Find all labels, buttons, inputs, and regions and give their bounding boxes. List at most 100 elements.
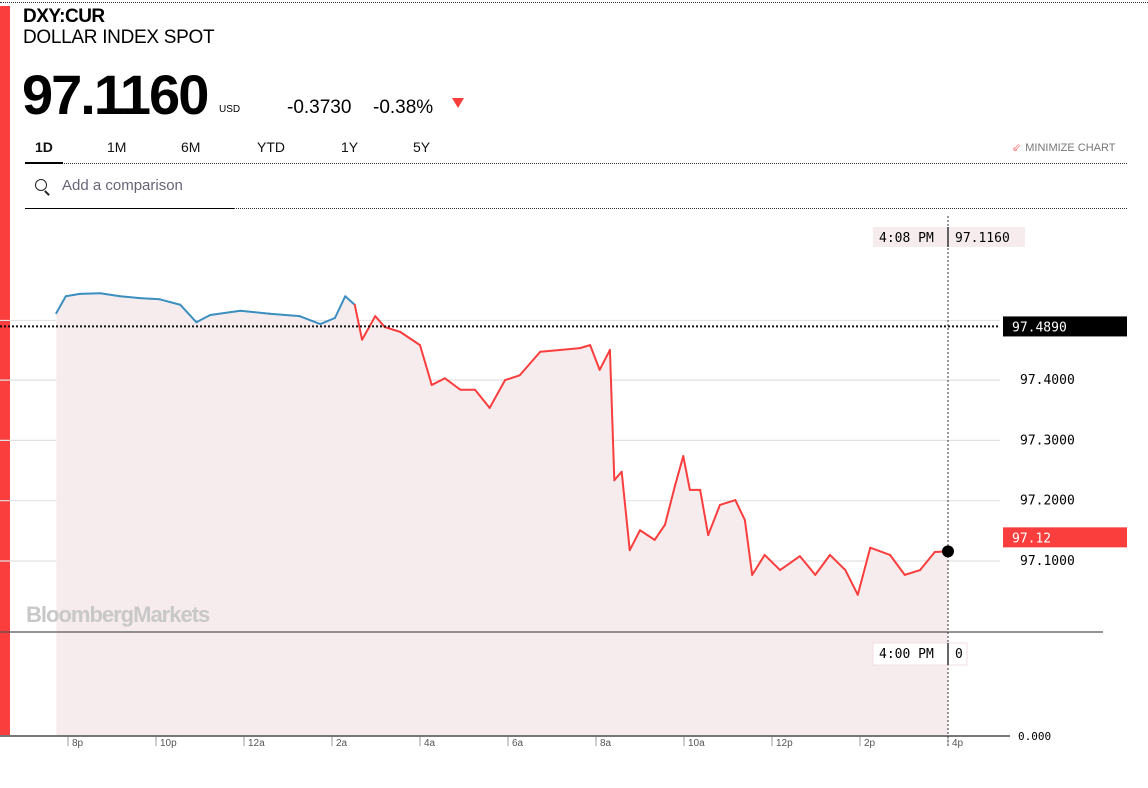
price-line-segment (613, 470, 623, 482)
x-tick-label: 12p (776, 738, 793, 749)
price-line-segment (628, 529, 641, 552)
x-tick-label: 4a (424, 738, 436, 749)
volume-crosshair-value: 0 (955, 647, 963, 662)
price-line-segment (779, 555, 801, 572)
accent-bar (0, 6, 10, 736)
search-divider (234, 208, 1127, 209)
price-line-segment (682, 455, 691, 491)
price-line-segment (443, 377, 462, 391)
x-tick-label: 8p (72, 738, 84, 749)
price-line-segment (903, 569, 922, 576)
x-tick-label: 2p (864, 738, 876, 749)
price-line-segment (743, 518, 754, 576)
last-value: 97.12 (1012, 531, 1051, 546)
price-line-segment (78, 292, 102, 295)
price-change: -0.3730 (287, 97, 352, 118)
price-line-segment (763, 553, 782, 572)
price-line-segment (578, 344, 592, 350)
minimize-icon: ⇙ (1012, 142, 1022, 154)
tab-1y[interactable]: 1Y (341, 139, 359, 155)
tab-6m[interactable]: 6M (181, 139, 201, 155)
crosshair-time: 4:08 PM (879, 231, 934, 246)
price-line-segment (474, 388, 491, 409)
minimize-chart-button[interactable]: ⇙ MINIMIZE CHART (1012, 141, 1115, 154)
top-divider (0, 2, 1148, 3)
active-tab-indicator (25, 162, 63, 164)
x-tick-label: 8a (600, 738, 612, 749)
x-tick-label: 12a (248, 738, 265, 749)
volume-crosshair-time: 4:00 PM (879, 647, 934, 662)
price-line-segment (889, 553, 906, 576)
price-line-segment (844, 569, 859, 596)
price-line-segment (361, 315, 377, 341)
y-tick-label: 97.2000 (1020, 494, 1075, 509)
last-value-badge (1003, 527, 1127, 548)
price: 97.1160 (22, 63, 209, 126)
price-line-segment (239, 309, 271, 315)
tab-1d[interactable]: 1D (35, 139, 53, 155)
price-line-segment (298, 315, 322, 326)
price-area-fill (56, 293, 949, 736)
crosshair-value: 97.1160 (955, 231, 1010, 246)
price-line-segment (798, 555, 817, 576)
x-tick-label: 10p (160, 738, 177, 749)
price-line-segment (344, 295, 356, 306)
tab-5y[interactable]: 5Y (413, 139, 431, 155)
price-line-segment (209, 309, 242, 316)
y-tick-label: 97.4000 (1020, 373, 1075, 388)
x-tick-label: 4p (952, 738, 964, 749)
y-tick-label: 97.3000 (1020, 433, 1075, 448)
last-point-marker (942, 545, 954, 558)
volume-axis-label: 0.000 (1018, 730, 1051, 743)
price-line-segment (319, 316, 336, 326)
comparison-input[interactable] (60, 176, 234, 195)
price-line-segment (598, 348, 611, 371)
y-tick-label: 97.1000 (1020, 554, 1075, 569)
price-line-segment (488, 379, 507, 409)
price-line-segment (707, 503, 721, 537)
comparison-search[interactable] (25, 170, 234, 209)
security-name: DOLLAR INDEX SPOT (23, 27, 215, 48)
price-line-segment (179, 303, 198, 324)
previous-close-value: 97.4890 (1012, 320, 1067, 335)
previous-close-badge (1003, 316, 1127, 337)
price-line-segment (64, 292, 81, 298)
currency: USD (219, 104, 241, 115)
watermark: BloombergMarkets (26, 602, 210, 627)
price-line-segment (856, 546, 872, 596)
x-tick-label: 10a (688, 738, 705, 749)
price-line-segment (919, 550, 936, 572)
price-line-segment (699, 488, 710, 537)
price-line-segment (589, 344, 601, 371)
ticker-symbol: DXY:CUR (23, 6, 105, 27)
price-change-percent: -0.38% (373, 97, 434, 118)
price-line-segment (639, 529, 656, 541)
price-line-segment (539, 348, 562, 353)
tab-ytd[interactable]: YTD (257, 139, 285, 155)
search-icon (35, 179, 47, 191)
price-line-segment (195, 313, 212, 324)
price-line-segment (353, 303, 364, 341)
price-line-segment (608, 348, 616, 482)
price-line-segment (828, 553, 847, 572)
price-line-segment (374, 315, 386, 329)
price-line-segment (430, 377, 446, 386)
price-line-segment (419, 344, 433, 386)
price-line-segment (674, 455, 685, 487)
price-line-segment (268, 312, 301, 318)
price-line-segment (663, 484, 677, 526)
tab-divider (25, 163, 1127, 164)
price-line-segment (559, 347, 581, 351)
price-line-segment (504, 374, 521, 382)
x-tick-label: 6a (512, 738, 524, 749)
x-tick-label: 2a (336, 738, 348, 749)
price-line-segment (333, 295, 347, 319)
price-line-segment (119, 295, 141, 300)
price-line-segment (869, 546, 892, 556)
down-arrow-icon (452, 98, 464, 108)
price-line-segment (718, 499, 737, 506)
tab-1m[interactable]: 1M (107, 139, 127, 155)
crosshair-label-bg (873, 227, 1025, 247)
price-line-segment (138, 297, 161, 301)
